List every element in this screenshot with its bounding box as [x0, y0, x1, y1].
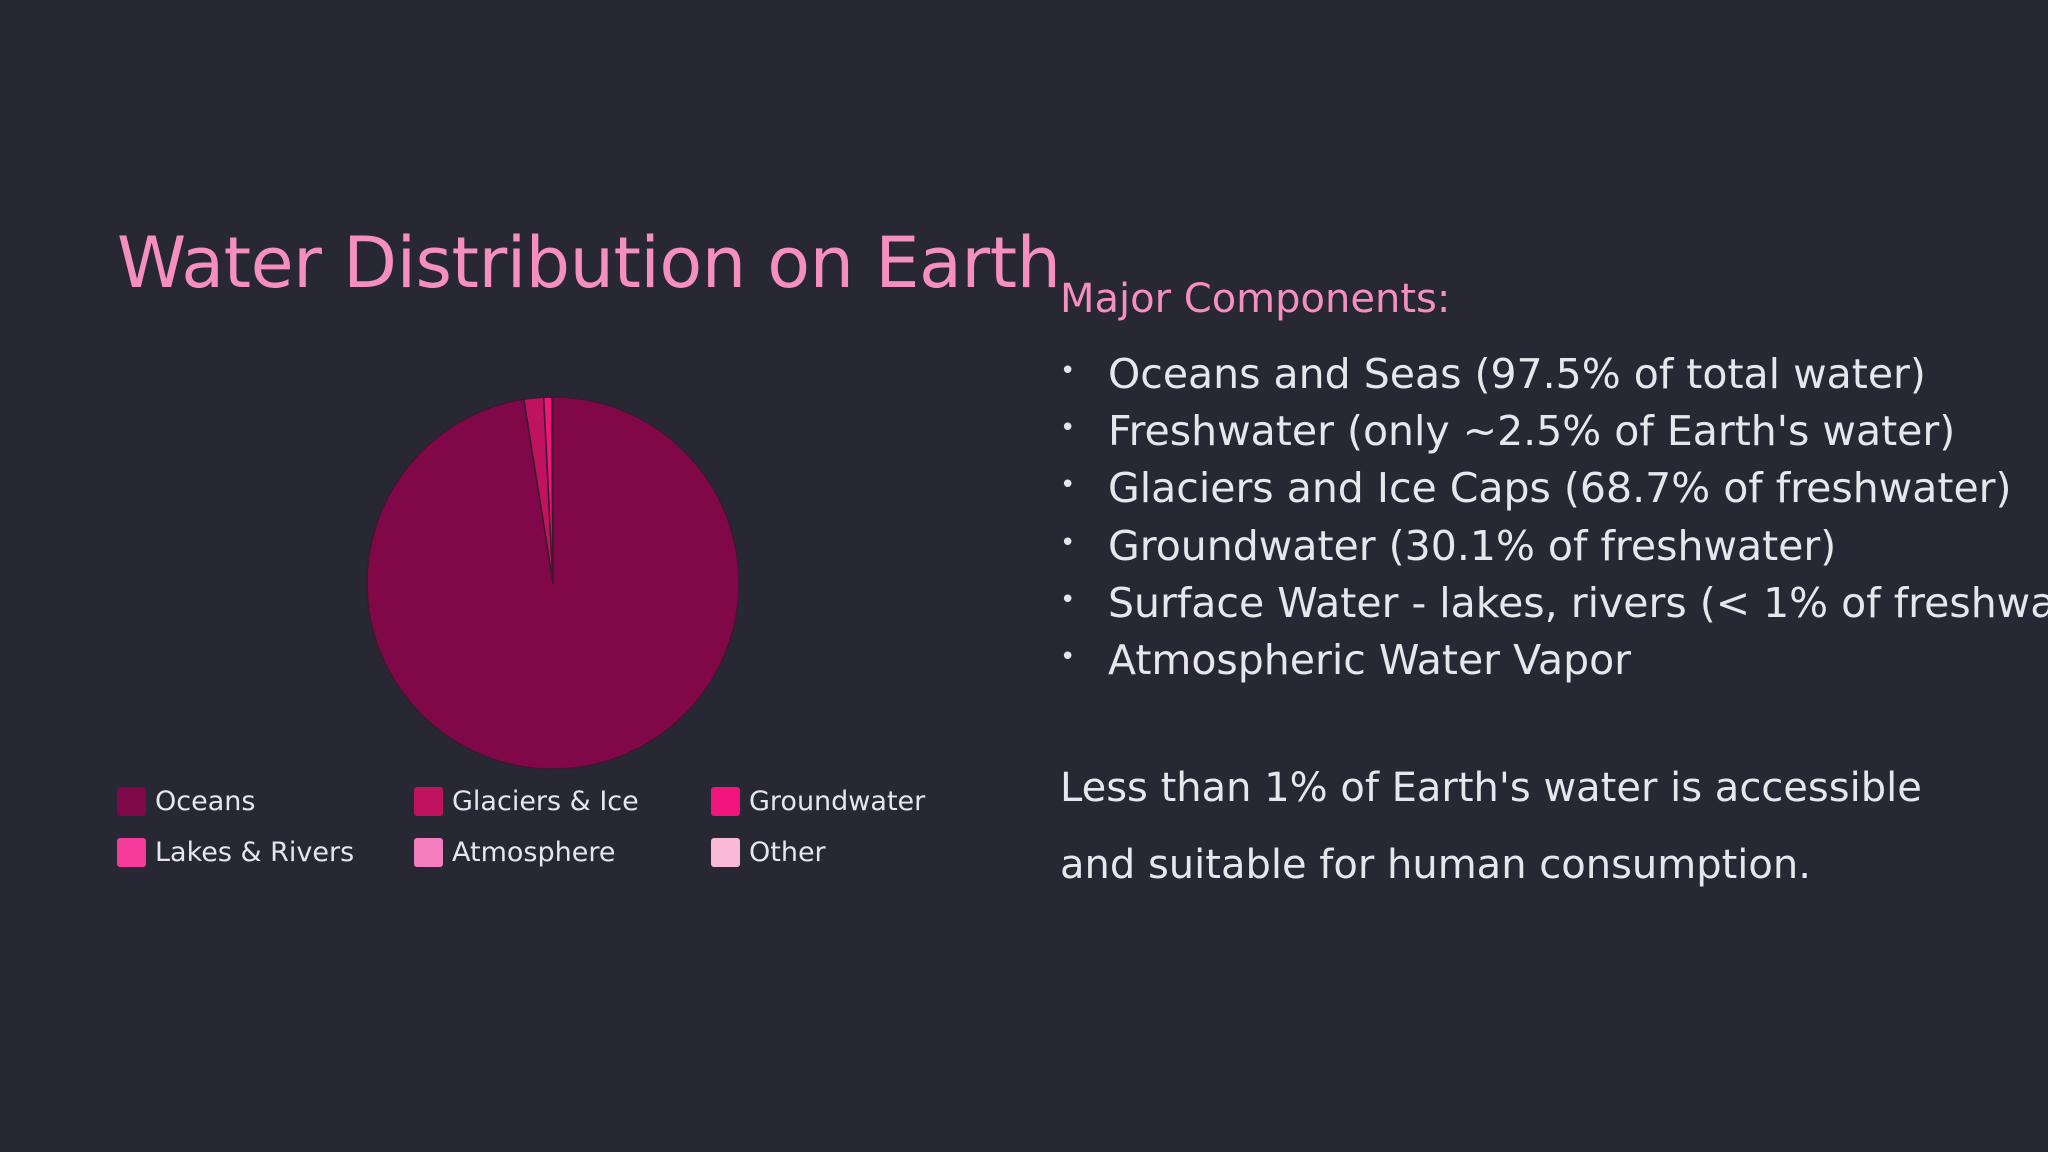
components-panel: Major Components: • Oceans and Seas (97.… [1060, 0, 2048, 1152]
bullet-icon: • [1060, 470, 1076, 501]
legend-item: Other [711, 835, 1008, 869]
legend-label: Other [749, 836, 826, 868]
list-item: • Glaciers and Ice Caps (68.7% of freshw… [1060, 460, 2048, 517]
legend-label: Oceans [155, 785, 256, 817]
components-list: • Oceans and Seas (97.5% of total water)… [1060, 346, 2048, 689]
list-item-text: Freshwater (only ~2.5% of Earth's water) [1108, 407, 1956, 456]
chart-legend: Oceans Glaciers & Ice Groundwater Lakes & R… [117, 784, 1017, 886]
components-subtitle: Major Components: [1060, 276, 1451, 322]
list-item: • Atmospheric Water Vapor [1060, 632, 2048, 689]
legend-swatch [414, 786, 443, 816]
list-item-text: Oceans and Seas (97.5% of total water) [1108, 350, 1926, 398]
legend-swatch [711, 837, 740, 867]
bullet-icon: • [1060, 641, 1076, 672]
list-item: • Oceans and Seas (97.5% of total water) [1060, 346, 2048, 403]
bullet-icon: • [1060, 584, 1076, 615]
legend-item: Oceans [117, 784, 414, 818]
list-item: • Surface Water - lakes, rivers (< 1% of… [1060, 575, 2048, 632]
list-item: • Freshwater (only ~2.5% of Earth's wate… [1060, 403, 2048, 460]
legend-label: Groundwater [749, 785, 926, 817]
legend-label: Lakes & Rivers [155, 836, 355, 868]
list-item-text: Atmospheric Water Vapor [1108, 635, 1632, 684]
legend-swatch [414, 837, 443, 867]
legend-item: Lakes & Rivers [117, 835, 414, 869]
legend-swatch [117, 837, 146, 867]
accessibility-note: Less than 1% of Earth's water is accessi… [1060, 765, 1922, 888]
bullet-icon: • [1060, 527, 1076, 558]
list-item-text: Glaciers and Ice Caps (68.7% of freshwat… [1108, 464, 2012, 513]
legend-label: Glaciers & Ice [452, 785, 639, 817]
slide-title: Water Distribution on Earth [117, 222, 1061, 304]
legend-item: Groundwater [711, 784, 1008, 818]
list-item-text: Groundwater (30.1% of freshwater) [1108, 521, 1837, 570]
bullet-icon: • [1060, 356, 1076, 386]
legend-swatch [117, 786, 146, 816]
bullet-icon: • [1060, 413, 1076, 444]
pie-chart [366, 396, 740, 770]
legend-label: Atmosphere [452, 836, 616, 868]
legend-item: Glaciers & Ice [414, 784, 711, 818]
list-item: • Groundwater (30.1% of freshwater) [1060, 518, 2048, 575]
legend-item: Atmosphere [414, 835, 711, 869]
list-item-text: Surface Water - lakes, rivers (< 1% of f… [1108, 578, 2048, 627]
legend-swatch [711, 786, 740, 816]
